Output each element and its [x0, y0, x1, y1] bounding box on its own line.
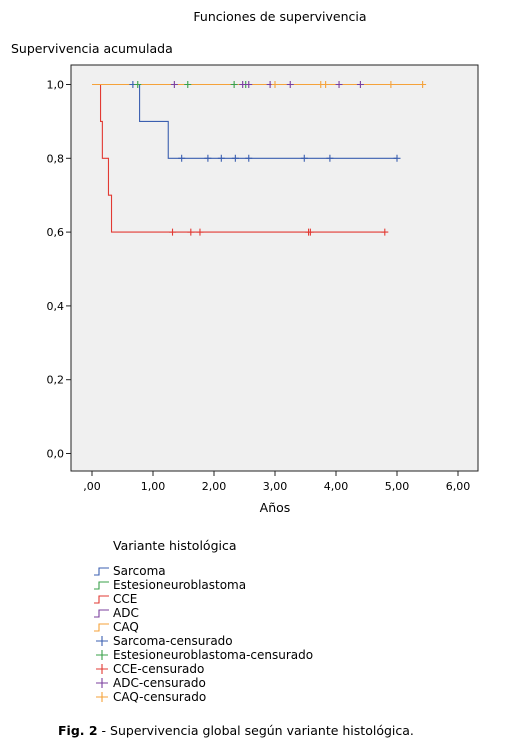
x-tick-label: 6,00 — [446, 480, 471, 493]
censor-mark — [134, 81, 142, 88]
censor-mark — [326, 154, 334, 162]
step-swatch-icon — [94, 595, 109, 604]
censor-mark — [231, 154, 239, 162]
legend-item: Sarcoma-censurado — [93, 634, 237, 648]
legend-item: Estesioneuroblastoma-censurado — [93, 648, 313, 662]
legend-label: Estesioneuroblastoma-censurado — [113, 648, 314, 662]
x-tick-label: 2,00 — [202, 480, 227, 493]
censor-mark — [184, 81, 192, 88]
censor-swatch-icon — [96, 636, 108, 646]
y-tick-label: 0,2 — [47, 374, 65, 387]
legend-label: ADC-censurado — [113, 676, 206, 690]
series-line-cce — [92, 83, 385, 233]
legend-label: CAQ-censurado — [113, 690, 207, 704]
censor-mark — [271, 81, 279, 88]
x-tick-label: ,00 — [83, 480, 101, 493]
survival-chart: ,00 1,00 2,00 3,00 4,00 5,00 6,00 0,0 0,2 0,4 0,6 0… — [47, 64, 479, 493]
censor-mark — [335, 81, 343, 88]
y-tick-label: 1,0 — [47, 79, 65, 92]
censor-mark — [239, 81, 247, 88]
legend-item: CCE-censurado — [93, 662, 237, 676]
legend-item: CAQ-censurado — [93, 690, 237, 704]
censor-mark — [170, 81, 178, 88]
censor-mark — [322, 81, 330, 88]
censor-mark — [286, 81, 294, 88]
legend-item: Sarcoma — [93, 564, 237, 578]
censor-mark — [204, 154, 212, 162]
censor-swatch-icon — [96, 650, 108, 660]
legend-title: Variante histológica — [113, 538, 237, 553]
legend-label: CAQ — [113, 620, 139, 634]
legend-label: Estesioneuroblastoma — [113, 578, 247, 592]
censor-mark — [187, 228, 195, 236]
legend-label: CCE — [113, 592, 138, 606]
legend-item: CCE — [93, 592, 237, 606]
step-swatch-icon — [94, 609, 109, 618]
step-swatch-icon — [94, 623, 109, 632]
censor-mark — [419, 81, 427, 88]
legend: Variante histológica Sarcoma Estesioneuro… — [93, 538, 313, 704]
legend-item: CAQ — [93, 620, 237, 634]
censor-mark — [245, 154, 253, 162]
censor-mark — [393, 154, 401, 162]
x-axis-label: Años — [259, 500, 291, 515]
legend-label: CCE-censurado — [113, 662, 205, 676]
censor-mark — [217, 154, 225, 162]
step-swatch-icon — [94, 581, 109, 590]
caption-prefix: Fig. 2 — [58, 723, 98, 738]
y-tick-label: 0,6 — [47, 226, 65, 239]
y-tick-label: 0,8 — [47, 152, 65, 165]
x-tick-label: 5,00 — [385, 480, 410, 493]
censor-mark — [230, 81, 238, 88]
legend-item: ADC — [93, 606, 237, 620]
chart-title: Funciones de supervivencia — [193, 9, 367, 24]
legend-items: Sarcoma Estesioneuroblastoma CCE ADC CAQ Sarc… — [93, 564, 313, 704]
legend-label: ADC — [113, 606, 139, 620]
censor-swatch-icon — [96, 692, 108, 702]
censor-mark — [387, 81, 395, 88]
censor-swatch-icon — [96, 678, 108, 688]
y-axis-label: Supervivencia acumulada — [11, 41, 173, 56]
censor-mark — [300, 154, 308, 162]
x-tick-label: 3,00 — [263, 480, 288, 493]
legend-item: Estesioneuroblastoma — [93, 578, 246, 592]
legend-item: ADC-censurado — [93, 676, 237, 690]
x-tick-label: 4,00 — [324, 480, 349, 493]
x-tick-label: 1,00 — [141, 480, 166, 493]
figure-caption: Fig. 2 - Supervivencia global según vari… — [58, 723, 414, 738]
y-tick-label: 0,4 — [47, 300, 65, 313]
legend-label: Sarcoma — [113, 564, 166, 578]
censor-mark — [196, 228, 204, 236]
censor-mark — [381, 228, 389, 236]
censor-mark — [245, 81, 253, 88]
censor-swatch-icon — [96, 664, 108, 674]
caption-text: - Supervivencia global según variante hi… — [97, 723, 414, 738]
y-tick-label: 0,0 — [47, 448, 65, 461]
plot-area — [70, 64, 479, 472]
step-swatch-icon — [94, 567, 109, 576]
censor-mark — [356, 81, 364, 88]
censor-mark — [169, 228, 177, 236]
censor-mark — [306, 228, 314, 236]
legend-label: Sarcoma-censurado — [113, 634, 233, 648]
censor-mark — [178, 154, 186, 162]
